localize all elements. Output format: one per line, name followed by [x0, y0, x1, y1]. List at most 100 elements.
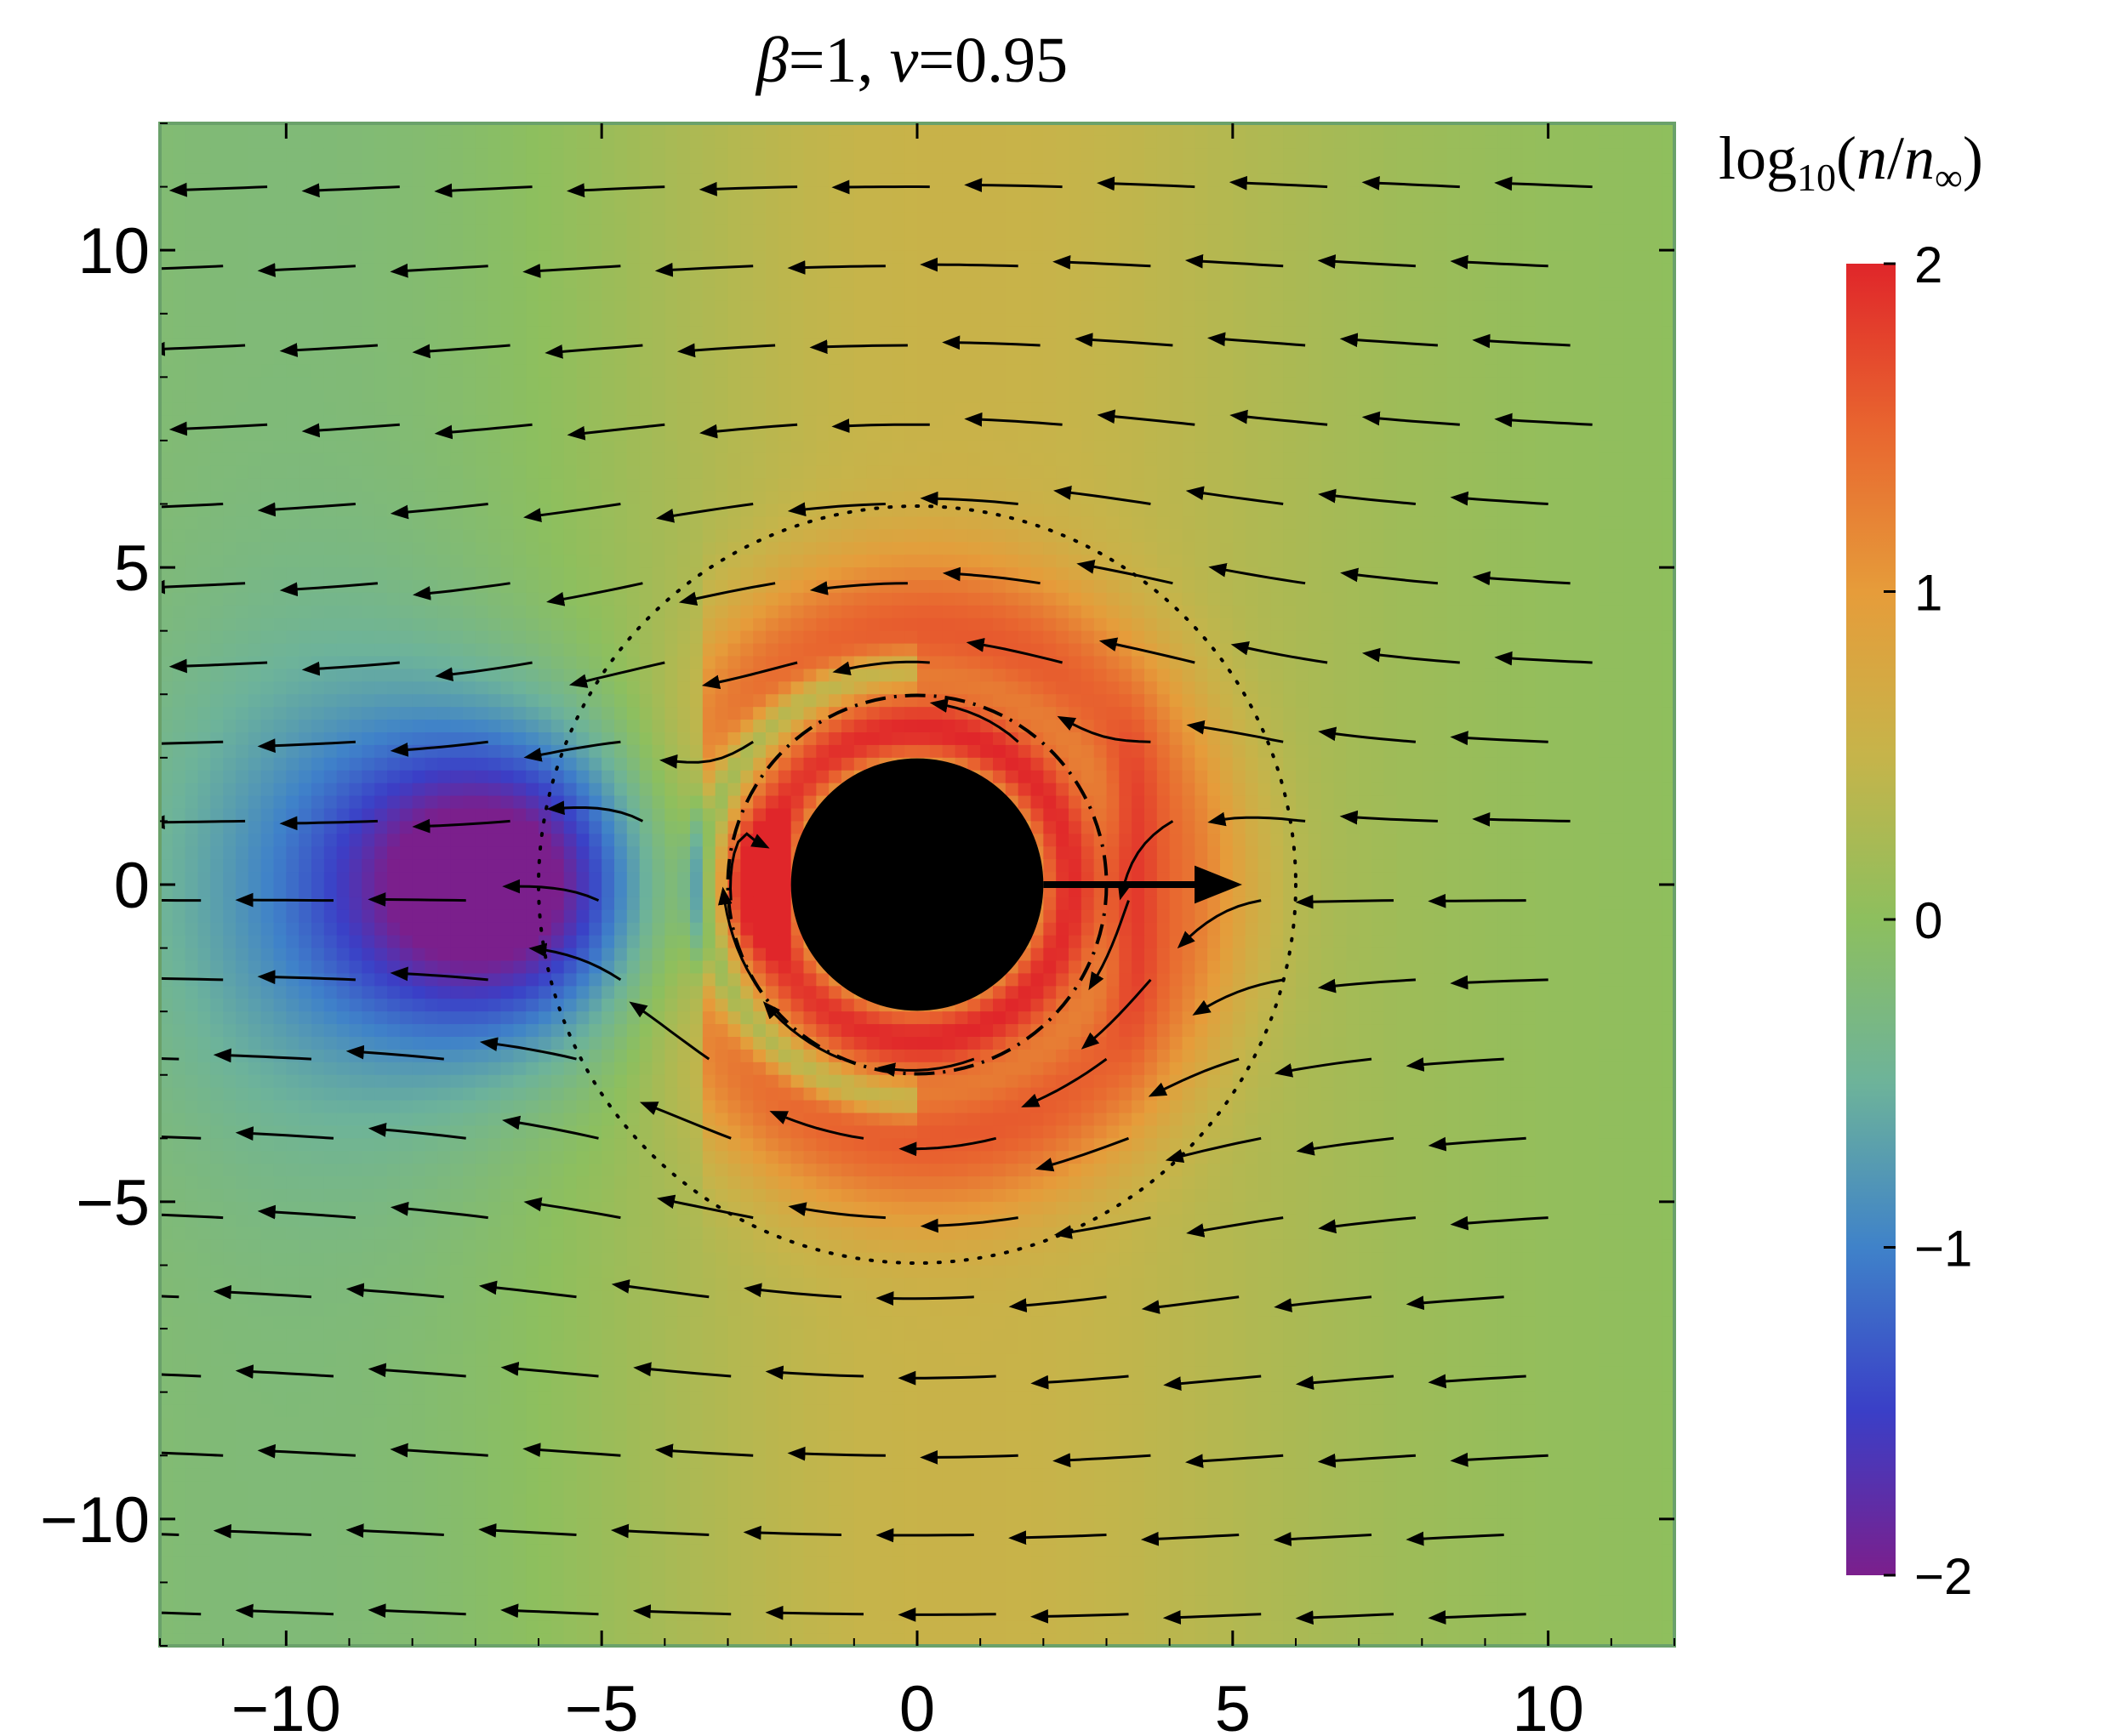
heatmap-cell [185, 237, 199, 251]
heatmap-cell [1081, 529, 1095, 544]
heatmap-cell [967, 529, 981, 544]
heatmap-cell [273, 491, 288, 505]
heatmap-cell [1383, 250, 1398, 264]
heatmap-cell [488, 390, 502, 403]
heatmap-cell [1383, 237, 1398, 251]
heatmap-cell [475, 339, 489, 353]
heatmap-cell [1611, 592, 1625, 606]
heatmap-cell [1346, 516, 1360, 531]
heatmap-cell [1623, 542, 1638, 555]
heatmap-cell [639, 605, 653, 619]
heatmap-cell [1333, 580, 1348, 594]
heatmap-cell [1346, 148, 1360, 162]
heatmap-cell [539, 452, 552, 467]
heatmap-cell [1106, 313, 1121, 327]
heatmap-cell [1573, 428, 1587, 441]
heatmap-cell [362, 504, 375, 518]
heatmap-cell [1056, 174, 1069, 188]
heatmap-cell [1195, 326, 1208, 340]
heatmap-cell [349, 377, 363, 391]
heatmap-cell [1220, 339, 1234, 353]
heatmap-cell [1497, 263, 1511, 276]
heatmap-cell [1156, 516, 1171, 531]
heatmap-cell [1573, 567, 1587, 581]
heatmap-cell [1030, 123, 1045, 137]
heatmap-cell [172, 618, 186, 632]
heatmap-cell [248, 428, 262, 441]
heatmap-cell [740, 313, 754, 327]
heatmap-cell [892, 287, 905, 302]
heatmap-cell [614, 123, 628, 137]
heatmap-cell [1333, 465, 1348, 480]
heatmap-cell [1081, 161, 1095, 175]
heatmap-cell [323, 287, 338, 302]
heatmap-cell [1623, 263, 1638, 276]
heatmap-cell [1599, 415, 1612, 429]
heatmap-cell [753, 555, 767, 568]
heatmap-cell [1371, 326, 1385, 340]
heatmap-cell [412, 440, 426, 454]
heatmap-cell [563, 237, 578, 251]
heatmap-cell [387, 390, 401, 403]
heatmap-cell [185, 313, 199, 327]
heatmap-cell [463, 313, 476, 327]
heatmap-cell [614, 186, 628, 201]
heatmap-cell [677, 402, 691, 416]
heatmap-cell [702, 440, 716, 454]
heatmap-cell [790, 174, 805, 188]
heatmap-cell [1169, 276, 1183, 289]
heatmap-cell [1119, 225, 1132, 239]
heatmap-cell [1270, 415, 1284, 429]
heatmap-cell [1283, 186, 1297, 201]
heatmap-cell [1611, 123, 1625, 137]
heatmap-cell [614, 415, 628, 429]
heatmap-cell [1093, 199, 1108, 213]
heatmap-cell [1207, 377, 1221, 391]
heatmap-cell [450, 225, 464, 239]
heatmap-cell [299, 377, 312, 391]
heatmap-cell [299, 199, 312, 213]
heatmap-cell [1308, 123, 1322, 137]
heatmap-cell [1144, 186, 1158, 201]
heatmap-cell [236, 440, 249, 454]
heatmap-cell [1472, 504, 1486, 518]
heatmap-cell [727, 452, 742, 467]
heatmap-cell [273, 148, 288, 162]
heatmap-cell [286, 605, 299, 619]
heatmap-cell [917, 516, 931, 531]
heatmap-cell [323, 250, 338, 264]
heatmap-cell [1599, 237, 1612, 251]
heatmap-cell [614, 567, 628, 581]
heatmap-cell [1599, 186, 1612, 201]
heatmap-cell [311, 630, 325, 645]
heatmap-cell [1005, 123, 1019, 137]
heatmap-cell [500, 174, 515, 188]
heatmap-cell [1093, 567, 1108, 581]
heatmap-cell [1560, 174, 1575, 188]
heatmap-cell [1599, 364, 1612, 379]
heatmap-cell [1320, 580, 1335, 594]
heatmap-cell [993, 313, 1006, 327]
heatmap-cell [197, 592, 212, 606]
heatmap-cell [917, 326, 931, 340]
heatmap-cell [753, 300, 767, 315]
heatmap-cell [1560, 567, 1575, 581]
heatmap-cell [248, 199, 262, 213]
heatmap-cell [1232, 555, 1246, 568]
heatmap-cell [816, 555, 830, 568]
heatmap-cell [488, 186, 502, 201]
heatmap-cell [223, 567, 237, 581]
heatmap-cell [563, 377, 578, 391]
heatmap-cell [892, 174, 905, 188]
heatmap-cell [1195, 504, 1208, 518]
heatmap-cell [1497, 161, 1511, 175]
heatmap-cell [1156, 186, 1171, 201]
heatmap-cell [1510, 452, 1524, 467]
heatmap-cell [1371, 377, 1385, 391]
heatmap-cell [349, 313, 363, 327]
heatmap-cell [690, 135, 704, 150]
heatmap-cell [311, 135, 325, 150]
heatmap-cell [980, 276, 994, 289]
heatmap-cell [1346, 592, 1360, 606]
heatmap-cell [1132, 592, 1145, 606]
